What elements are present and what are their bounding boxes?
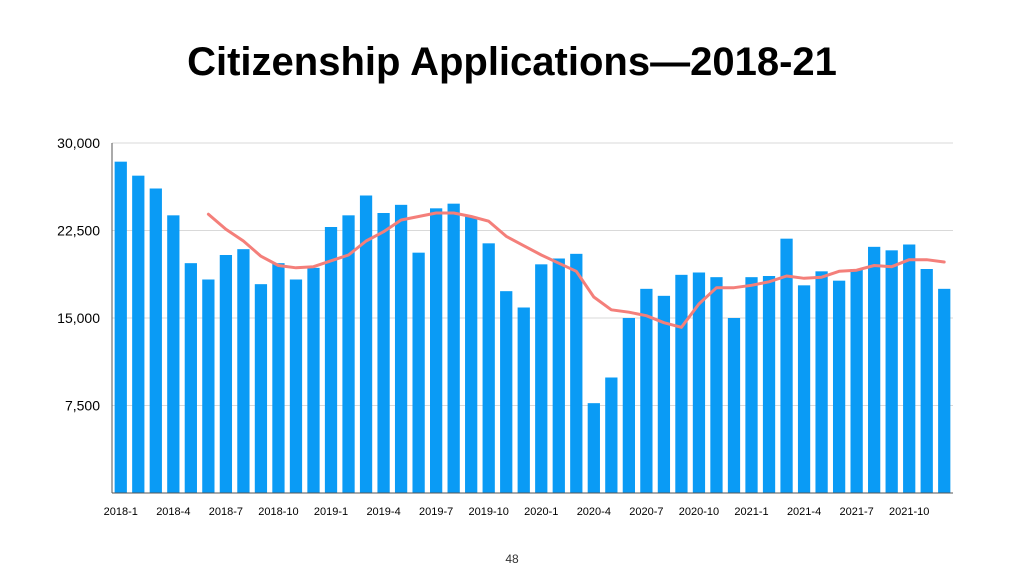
x-tick-label: 2021-1 [734, 506, 768, 518]
y-tick-labels: 7,500 15,000 22,500 30,000 [57, 135, 100, 414]
x-tick-label: 2020-10 [679, 506, 719, 518]
bar [727, 318, 741, 493]
bar [254, 284, 268, 493]
bar [832, 280, 846, 493]
axes [111, 143, 953, 494]
bar [552, 258, 565, 493]
bar [710, 277, 723, 493]
bar [359, 195, 373, 493]
x-tick-label: 2018-1 [104, 506, 138, 518]
bar [745, 277, 758, 493]
bar [587, 403, 600, 493]
bar [114, 161, 127, 493]
bar [640, 288, 653, 493]
trend-line [206, 211, 946, 329]
bar [500, 291, 513, 493]
bar [675, 274, 688, 493]
x-tick-label: 2019-1 [314, 506, 348, 518]
x-tick-label: 2018-4 [156, 506, 190, 518]
bar [237, 249, 250, 493]
page-number: 48 [505, 552, 519, 566]
x-tick-label: 2020-1 [524, 506, 558, 518]
bar [797, 285, 811, 493]
x-tick-label: 2020-4 [577, 506, 611, 518]
y-tick-label: 7,500 [65, 398, 100, 414]
bar [167, 215, 180, 494]
bar [202, 279, 215, 493]
bar [535, 264, 548, 493]
bar [219, 255, 233, 493]
bar [605, 377, 618, 493]
bar [447, 203, 460, 493]
gridlines [112, 142, 953, 406]
y-tick-label: 30,000 [57, 135, 100, 151]
x-tick-label: 2019-7 [419, 506, 453, 518]
bar [780, 238, 793, 493]
bar [570, 253, 583, 493]
bar [132, 175, 145, 493]
slide-title: Citizenship Applications—2018-21 [187, 40, 837, 84]
x-tick-label: 2019-4 [366, 506, 400, 518]
bar [307, 267, 320, 493]
bar [762, 276, 776, 493]
bar [868, 246, 881, 493]
x-tick-label: 2019-10 [469, 506, 509, 518]
trend-line-group [206, 211, 946, 329]
x-tick-label: 2018-7 [209, 506, 243, 518]
bar [885, 250, 898, 493]
x-tick-labels: 2018-1 2018-4 2018-7 2018-10 2019-1 2019-4 201… [104, 506, 930, 518]
x-tick-label: 2020-7 [629, 506, 663, 518]
bar [289, 279, 303, 493]
y-tick-label: 15,000 [57, 310, 100, 326]
y-tick-label: 22,500 [57, 223, 100, 239]
bar [815, 271, 828, 493]
bar [324, 227, 338, 493]
bar [184, 263, 197, 493]
bar [394, 204, 408, 494]
bar [692, 272, 706, 493]
bar [903, 244, 916, 493]
x-tick-label: 2018-10 [258, 506, 298, 518]
x-tick-label: 2021-10 [889, 506, 929, 518]
bar [412, 252, 425, 493]
bar [465, 216, 478, 493]
x-tick-label: 2021-4 [787, 506, 821, 518]
bar [517, 307, 530, 493]
bar [430, 208, 443, 494]
bar [149, 188, 162, 493]
bar [482, 243, 495, 493]
bar [938, 288, 951, 493]
bar [920, 269, 933, 493]
bar [342, 215, 355, 494]
x-tick-label: 2021-7 [840, 506, 874, 518]
bar [657, 295, 671, 493]
bar [850, 269, 863, 493]
bar [377, 213, 390, 493]
bars [114, 161, 951, 494]
bar [622, 318, 635, 493]
bar [272, 263, 285, 493]
